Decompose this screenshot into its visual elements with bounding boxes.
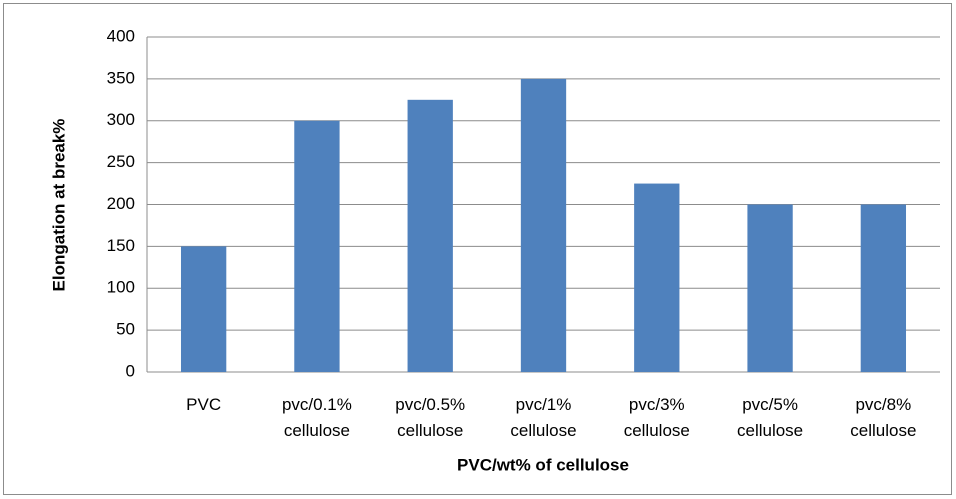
x-tick-label: pvc/0.5% cellulose <box>395 395 466 440</box>
x-axis-title: PVC/wt% of cellulose <box>457 455 629 474</box>
x-tick-label: pvc/3% cellulose <box>623 395 690 440</box>
bar <box>634 183 680 372</box>
bar <box>180 246 227 372</box>
y-tick-label: 350 <box>107 68 135 87</box>
x-tick-label: pvc/0.1% cellulose <box>281 395 352 440</box>
x-tick-label: PVC <box>186 395 222 414</box>
chart-frame <box>3 3 952 495</box>
y-tick-label: 0 <box>126 361 135 380</box>
x-tick-label: pvc/1% cellulose <box>510 395 577 440</box>
y-tick-label: 50 <box>116 320 135 339</box>
x-tick-label: pvc/8% cellulose <box>850 395 917 440</box>
y-tick-label: 200 <box>107 194 135 213</box>
y-tick-label: 100 <box>107 278 135 297</box>
y-tick-label: 400 <box>107 26 135 45</box>
bar <box>407 99 453 372</box>
y-tick-label: 300 <box>107 110 135 129</box>
bar <box>860 204 907 372</box>
bar <box>294 120 340 372</box>
y-axis-title: Elongation at break% <box>49 119 68 292</box>
x-tick-label: pvc/5% cellulose <box>736 395 804 440</box>
bar <box>747 204 793 372</box>
bar <box>520 78 567 372</box>
y-tick-label: 150 <box>107 236 135 255</box>
y-tick-label: 250 <box>107 152 135 171</box>
